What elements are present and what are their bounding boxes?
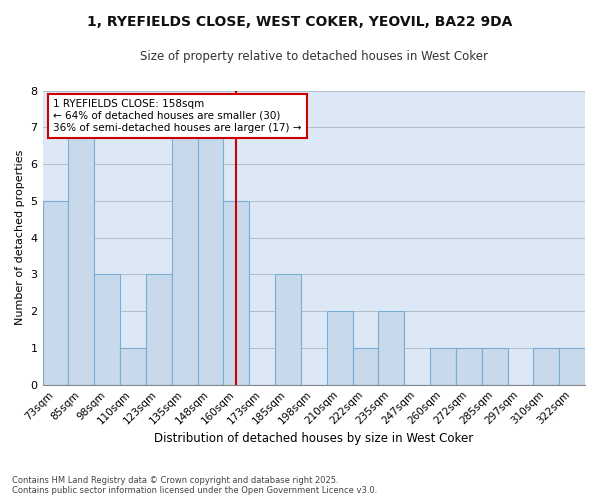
Bar — [94, 274, 120, 384]
Bar — [379, 311, 404, 384]
Bar — [326, 311, 353, 384]
Bar — [120, 348, 146, 385]
Bar — [456, 348, 482, 385]
Bar — [559, 348, 585, 385]
Bar — [482, 348, 508, 385]
Bar — [146, 274, 172, 384]
Bar — [353, 348, 379, 385]
Bar — [223, 201, 249, 384]
Bar — [43, 201, 68, 384]
Bar — [275, 274, 301, 384]
Text: Contains HM Land Registry data © Crown copyright and database right 2025.
Contai: Contains HM Land Registry data © Crown c… — [12, 476, 377, 495]
Text: 1 RYEFIELDS CLOSE: 158sqm
← 64% of detached houses are smaller (30)
36% of semi-: 1 RYEFIELDS CLOSE: 158sqm ← 64% of detac… — [53, 100, 302, 132]
Bar — [197, 128, 223, 384]
Text: 1, RYEFIELDS CLOSE, WEST COKER, YEOVIL, BA22 9DA: 1, RYEFIELDS CLOSE, WEST COKER, YEOVIL, … — [88, 15, 512, 29]
X-axis label: Distribution of detached houses by size in West Coker: Distribution of detached houses by size … — [154, 432, 473, 445]
Title: Size of property relative to detached houses in West Coker: Size of property relative to detached ho… — [140, 50, 488, 63]
Bar — [430, 348, 456, 385]
Bar — [533, 348, 559, 385]
Bar — [172, 128, 197, 384]
Bar — [68, 128, 94, 384]
Y-axis label: Number of detached properties: Number of detached properties — [15, 150, 25, 326]
